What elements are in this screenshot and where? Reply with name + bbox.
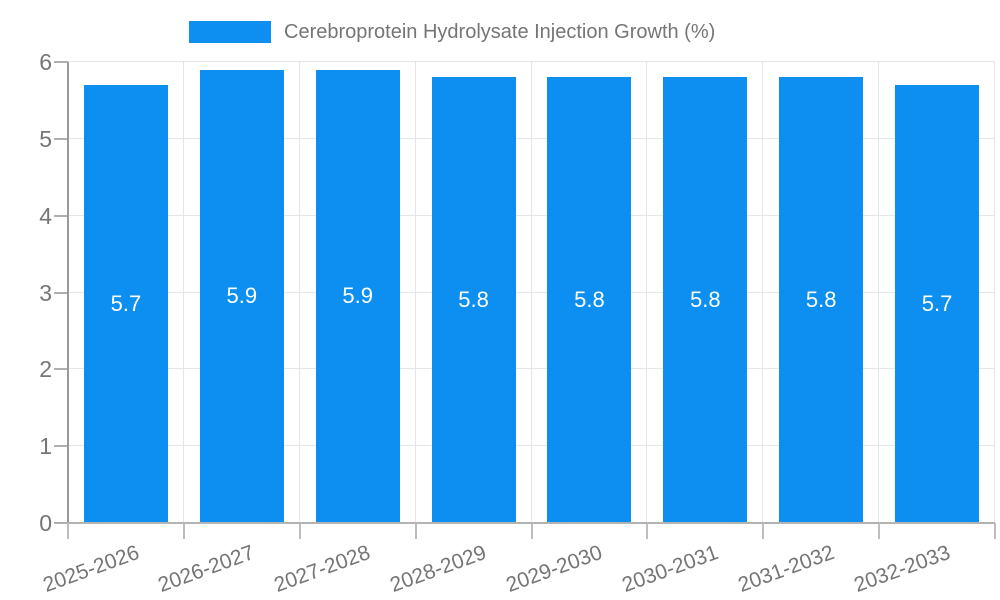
y-axis-tick: [54, 445, 68, 448]
gridline-vertical: [646, 62, 648, 523]
legend[interactable]: Cerebroprotein Hydrolysate Injection Gro…: [189, 21, 715, 43]
x-axis-tick: [646, 523, 649, 539]
bar-value-label: 5.8: [805, 287, 837, 313]
bar-value-label: 5.9: [226, 283, 258, 309]
y-axis-tick-label: 6: [39, 49, 52, 75]
gridline-horizontal: [68, 368, 995, 370]
x-axis-tick-label: 2028-2029: [387, 541, 490, 597]
y-axis-tick: [54, 61, 68, 63]
gridline-horizontal: [68, 137, 995, 139]
y-axis-tick: [54, 214, 68, 217]
x-axis-tick: [878, 523, 881, 539]
y-axis-tick-label: 1: [39, 433, 52, 460]
gridline-vertical: [878, 62, 880, 523]
gridline-horizontal: [68, 445, 995, 447]
gridline-horizontal: [68, 291, 995, 293]
gridline-horizontal: [68, 61, 995, 62]
bar[interactable]: 5.9: [199, 69, 284, 523]
bar[interactable]: 5.8: [779, 77, 864, 523]
x-axis-tick: [762, 523, 765, 539]
x-axis-tick: [67, 523, 69, 539]
bar[interactable]: 5.7: [83, 85, 168, 523]
x-axis-tick: [530, 523, 533, 539]
bar[interactable]: 5.7: [895, 85, 980, 523]
y-axis-tick-label: 0: [39, 510, 52, 536]
x-axis-tick-label: 2026-2027: [155, 541, 258, 597]
y-axis-tick-label: 3: [39, 279, 52, 306]
x-axis-tick-label: 2032-2033: [850, 541, 953, 597]
legend-swatch: [189, 21, 271, 43]
x-axis-tick-label: 2027-2028: [271, 541, 374, 597]
x-axis-tick: [414, 523, 417, 539]
legend-label: Cerebroprotein Hydrolysate Injection Gro…: [284, 21, 716, 43]
gridline-vertical: [182, 62, 184, 523]
y-axis-tick-label: 4: [39, 202, 52, 229]
bar-value-label: 5.8: [574, 287, 605, 313]
y-axis-tick: [54, 368, 68, 371]
x-axis-tick: [994, 523, 996, 539]
bar[interactable]: 5.9: [315, 69, 400, 523]
x-axis-tick: [298, 523, 301, 539]
y-axis-tick: [54, 522, 68, 524]
bar-value-label: 5.8: [458, 287, 489, 313]
gridline-vertical: [530, 62, 532, 523]
x-axis-tick-label: 2025-2026: [39, 541, 142, 597]
y-axis-tick: [54, 137, 68, 140]
bar-value-label: 5.9: [342, 283, 373, 309]
y-axis-tick-label: 5: [39, 125, 52, 152]
y-axis-tick-label: 2: [39, 356, 52, 383]
y-axis-tick: [54, 291, 68, 294]
x-axis-tick-label: 2029-2030: [503, 541, 606, 597]
bar[interactable]: 5.8: [663, 77, 748, 523]
bar[interactable]: 5.8: [547, 77, 632, 523]
gridline-vertical: [414, 62, 416, 523]
x-axis-tick-label: 2031-2032: [734, 541, 838, 597]
y-axis-line: [67, 62, 69, 523]
bar[interactable]: 5.8: [431, 77, 516, 523]
gridline-vertical: [762, 62, 764, 523]
bar-value-label: 5.7: [110, 291, 142, 317]
gridline-vertical: [298, 62, 300, 523]
bar-value-label: 5.7: [921, 291, 953, 317]
x-axis-tick: [182, 523, 185, 539]
x-axis-tick-label: 2030-2031: [618, 541, 722, 597]
gridline-horizontal: [68, 214, 995, 216]
gridline-vertical: [994, 62, 995, 523]
bar-value-label: 5.8: [690, 287, 721, 313]
